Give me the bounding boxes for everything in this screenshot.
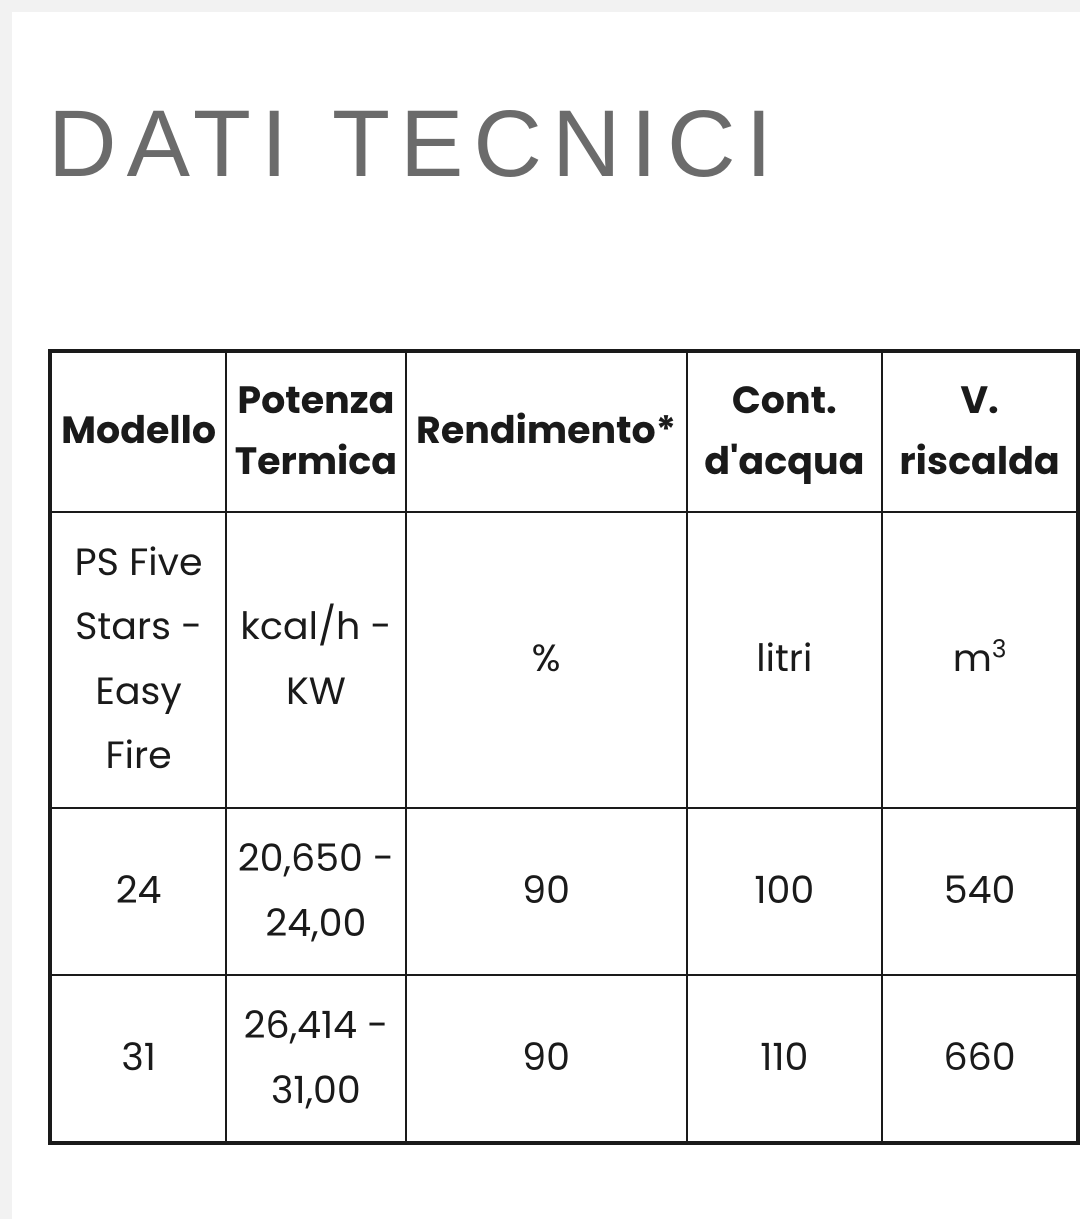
units-contacqua: litri: [687, 512, 883, 808]
cell-vriscalda: 540: [882, 808, 1078, 975]
cell-potenza: 20,650 - 24,00: [226, 808, 405, 975]
units-rendimento: %: [406, 512, 687, 808]
cell-potenza: 26,414 - 31,00: [226, 975, 405, 1143]
table-row: 31 26,414 - 31,00 90 110 660: [50, 975, 1078, 1143]
table-row: 24 20,650 - 24,00 90 100 540: [50, 808, 1078, 975]
col-header-modello: Modello: [50, 351, 226, 512]
cell-vriscalda: 660: [882, 975, 1078, 1143]
cell-contacqua: 100: [687, 808, 883, 975]
col-header-contacqua: Cont. d'acqua: [687, 351, 883, 512]
table-units-row: PS Five Stars - Easy Fire kcal/h - KW % …: [50, 512, 1078, 808]
cell-modello: 24: [50, 808, 226, 975]
units-modello: PS Five Stars - Easy Fire: [50, 512, 226, 808]
content-container: DATI TECNICI Modello Potenza Termica Ren…: [0, 0, 1080, 1145]
cell-rendimento: 90: [406, 808, 687, 975]
cell-modello: 31: [50, 975, 226, 1143]
table-header-row: Modello Potenza Termica Rendimento* Cont…: [50, 351, 1078, 512]
cell-rendimento: 90: [406, 975, 687, 1143]
col-header-rendimento: Rendimento*: [406, 351, 687, 512]
col-header-vriscalda: V. riscalda: [882, 351, 1078, 512]
units-potenza: kcal/h - KW: [226, 512, 405, 808]
window-edge-top: [0, 0, 1080, 12]
cell-contacqua: 110: [687, 975, 883, 1143]
col-header-potenza: Potenza Termica: [226, 351, 405, 512]
technical-data-table: Modello Potenza Termica Rendimento* Cont…: [48, 349, 1080, 1145]
window-edge-left: [0, 0, 12, 1219]
page-title: DATI TECNICI: [48, 90, 1080, 199]
units-vriscalda: m3: [882, 512, 1078, 808]
